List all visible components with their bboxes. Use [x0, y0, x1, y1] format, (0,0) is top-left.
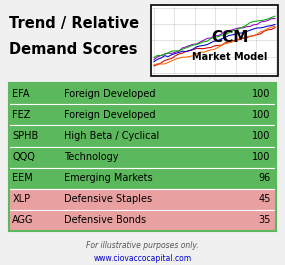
Text: CCM: CCM: [211, 30, 248, 45]
Text: 35: 35: [258, 215, 271, 225]
Text: 100: 100: [253, 131, 271, 141]
FancyBboxPatch shape: [9, 210, 276, 231]
Text: EEM: EEM: [13, 173, 33, 183]
Text: 100: 100: [253, 110, 271, 120]
Text: AGG: AGG: [13, 215, 34, 225]
Text: Market Model: Market Model: [192, 52, 267, 62]
Text: EFA: EFA: [13, 89, 30, 99]
FancyBboxPatch shape: [9, 126, 276, 147]
Text: 100: 100: [253, 89, 271, 99]
Text: XLP: XLP: [13, 194, 30, 204]
Text: For illustrative purposes only.: For illustrative purposes only.: [86, 241, 199, 250]
Text: 100: 100: [253, 152, 271, 162]
Text: www.ciovaccocapital.com: www.ciovaccocapital.com: [93, 254, 192, 263]
FancyBboxPatch shape: [9, 188, 276, 210]
Text: Demand Scores: Demand Scores: [9, 42, 137, 58]
Text: Defensive Staples: Defensive Staples: [64, 194, 152, 204]
Text: SPHB: SPHB: [13, 131, 39, 141]
Text: High Beta / Cyclical: High Beta / Cyclical: [64, 131, 160, 141]
FancyBboxPatch shape: [9, 147, 276, 167]
FancyBboxPatch shape: [9, 104, 276, 126]
Text: Technology: Technology: [64, 152, 119, 162]
Text: 96: 96: [258, 173, 271, 183]
Text: 45: 45: [258, 194, 271, 204]
Text: Foreign Developed: Foreign Developed: [64, 110, 156, 120]
Text: Trend / Relative: Trend / Relative: [9, 16, 139, 31]
Text: Emerging Markets: Emerging Markets: [64, 173, 153, 183]
Text: Defensive Bonds: Defensive Bonds: [64, 215, 146, 225]
Text: QQQ: QQQ: [13, 152, 35, 162]
FancyBboxPatch shape: [151, 5, 278, 76]
Text: FEZ: FEZ: [13, 110, 31, 120]
FancyBboxPatch shape: [9, 167, 276, 188]
FancyBboxPatch shape: [9, 83, 276, 104]
Text: Foreign Developed: Foreign Developed: [64, 89, 156, 99]
